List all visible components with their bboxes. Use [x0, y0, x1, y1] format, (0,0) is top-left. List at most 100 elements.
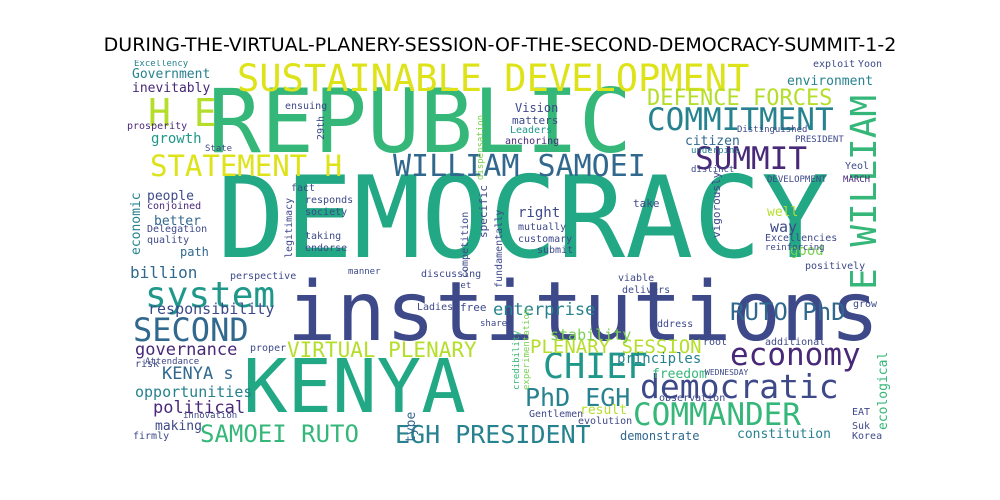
- word-eat: EAT: [852, 407, 871, 418]
- word-state: State: [205, 144, 233, 154]
- word-suk: Suk: [852, 421, 871, 432]
- word-type: type: [404, 411, 419, 443]
- word-positively: positively: [805, 261, 866, 272]
- word-underpins: underpins: [691, 146, 740, 156]
- word-risk: risk: [135, 359, 160, 370]
- word-way: way: [770, 218, 798, 236]
- word-firmly: firmly: [133, 431, 170, 442]
- word-government: Government: [132, 67, 211, 82]
- word-sustainable-development: SUSTAINABLE DEVELOPMENT: [237, 60, 750, 100]
- word-william-samoei: WILLIAM SAMOEI: [393, 149, 646, 184]
- word-korea: Korea: [852, 431, 883, 442]
- word-inevitably: inevitably: [132, 81, 211, 96]
- word-demonstrate: demonstrate: [620, 429, 700, 443]
- word-stability: stability: [550, 326, 632, 344]
- word-submit: submit: [537, 245, 574, 256]
- word-address: address: [651, 319, 694, 330]
- word-society: society: [305, 207, 348, 218]
- word-phd-egh: PhD EGH: [525, 383, 631, 412]
- word-ladies: Ladies: [417, 302, 454, 313]
- word-viable: viable: [618, 273, 655, 284]
- word-well: well: [767, 205, 799, 220]
- word-responds: responds: [305, 195, 354, 206]
- word-cloud: DEMOCRACY REPUBLIC institutions KENYA SU…: [125, 60, 895, 445]
- word-quality: quality: [147, 235, 190, 246]
- word-environment: environment: [787, 74, 874, 89]
- word-manner: manner: [348, 267, 381, 277]
- word-plenary-session: PLENARY SESSION: [530, 336, 702, 358]
- word-economic: economic: [129, 192, 144, 255]
- word-specific: specific: [477, 185, 490, 238]
- word-exploit: exploit: [813, 60, 856, 70]
- word-development: DEVELOPMENT: [767, 175, 827, 185]
- word-path: path: [180, 245, 209, 259]
- word-fact: fact: [291, 183, 316, 194]
- word-reinforcing: reinforcing: [765, 243, 825, 253]
- word-freedom: freedom: [652, 367, 707, 382]
- word-endorse: endorse: [305, 243, 348, 254]
- word-discussing: discussing: [421, 269, 482, 280]
- word-proper: proper: [250, 343, 287, 354]
- word-perspective: perspective: [230, 271, 297, 282]
- word-vigorously: vigorously: [710, 171, 723, 238]
- word-29th: 29th: [316, 115, 327, 140]
- word-result: result: [580, 403, 627, 418]
- word-president: PRESIDENT: [795, 135, 844, 145]
- word-credibility: credibility: [512, 330, 522, 390]
- word-republic: REPUBLIC: [208, 70, 632, 173]
- word-enterprise: enterprise: [493, 300, 596, 320]
- word-principles: principles: [617, 351, 702, 367]
- word-economy: economy: [730, 337, 861, 373]
- word-yoon: Yoon: [858, 60, 883, 70]
- word-commitment: COMMITMENT: [647, 102, 834, 138]
- word-dispensation: dispensation: [476, 114, 486, 180]
- word-vision: Vision: [515, 101, 559, 115]
- word-right: right: [518, 205, 561, 221]
- word-commander: COMMANDER: [633, 397, 801, 433]
- word-political: political: [153, 398, 246, 418]
- word-egh-president: EGH PRESIDENT: [395, 420, 591, 445]
- word-additional: additional: [765, 337, 826, 348]
- word-root: root: [703, 337, 728, 348]
- word-ruto-phd: RUTO PhD: [730, 298, 846, 326]
- word-responsibility: responsibility: [148, 300, 275, 318]
- word-democracy: DEMOCRACY: [217, 152, 830, 284]
- word-distinguished: Distinguished: [737, 125, 808, 135]
- word-democratic: democratic: [640, 367, 839, 406]
- word-good: good: [790, 243, 824, 259]
- word-ensuing: ensuing: [285, 101, 328, 112]
- word-delivers: delivers: [622, 285, 671, 296]
- word-evolution: evolution: [578, 416, 633, 427]
- word-kenya-s: KENYA s: [162, 364, 234, 384]
- word-governance: governance: [135, 340, 238, 360]
- word-set: set: [455, 281, 472, 291]
- word-making: making: [155, 419, 202, 434]
- word-billion: billion: [130, 263, 198, 282]
- word-wednesday: WEDNESDAY: [705, 368, 749, 377]
- word-chief: CHIEF: [543, 347, 649, 387]
- word-prosperity: prosperity: [127, 121, 188, 132]
- word-distinct: distinct: [691, 165, 735, 175]
- word-observation: observation: [659, 393, 726, 404]
- word-march: MARCH: [843, 175, 871, 185]
- word-matters: matters: [512, 114, 559, 127]
- word-yeol: Yeol: [845, 161, 870, 172]
- word-innovation: innovation: [183, 411, 238, 421]
- word-anchoring: anchoring: [505, 136, 560, 147]
- word-taking: taking: [305, 231, 342, 242]
- word-samoei-ruto: SAMOEI RUTO: [200, 420, 359, 445]
- word-virtual-plenary: VIRTUAL PLENARY: [287, 338, 477, 362]
- word-citizen: citizen: [685, 134, 740, 149]
- word-ecological: ecological: [876, 351, 891, 430]
- word-customary: customary: [518, 234, 573, 245]
- word-opportunities: opportunities: [135, 383, 253, 401]
- word-experimentation: experimentation: [522, 308, 532, 390]
- word-gentlemen: Gentlemen: [529, 409, 584, 420]
- word-legitimacy: legitimacy: [284, 197, 295, 258]
- word-kenya: KENYA: [243, 344, 466, 430]
- figure-title: DURING-THE-VIRTUAL-PLANERY-SESSION-OF-TH…: [103, 34, 897, 56]
- word-institutions: institutions: [287, 265, 880, 360]
- word-people: people: [147, 189, 194, 204]
- word-growth: growth: [151, 131, 202, 147]
- word-better: better: [154, 214, 201, 229]
